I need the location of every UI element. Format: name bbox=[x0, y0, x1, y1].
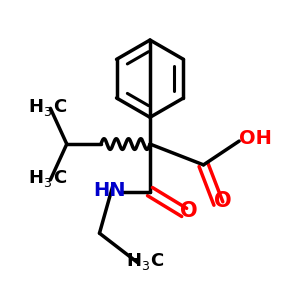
Text: OH: OH bbox=[239, 129, 272, 148]
Text: O: O bbox=[214, 190, 232, 211]
Text: H: H bbox=[28, 98, 43, 116]
Text: C: C bbox=[53, 98, 66, 116]
Text: 3: 3 bbox=[43, 177, 51, 190]
Text: H: H bbox=[28, 169, 43, 187]
Text: 3: 3 bbox=[43, 106, 51, 119]
Text: 3: 3 bbox=[141, 260, 148, 273]
Text: O: O bbox=[180, 201, 197, 221]
Text: C: C bbox=[53, 169, 66, 187]
Text: H: H bbox=[127, 253, 142, 271]
Text: HN: HN bbox=[94, 181, 126, 200]
Text: C: C bbox=[151, 253, 164, 271]
